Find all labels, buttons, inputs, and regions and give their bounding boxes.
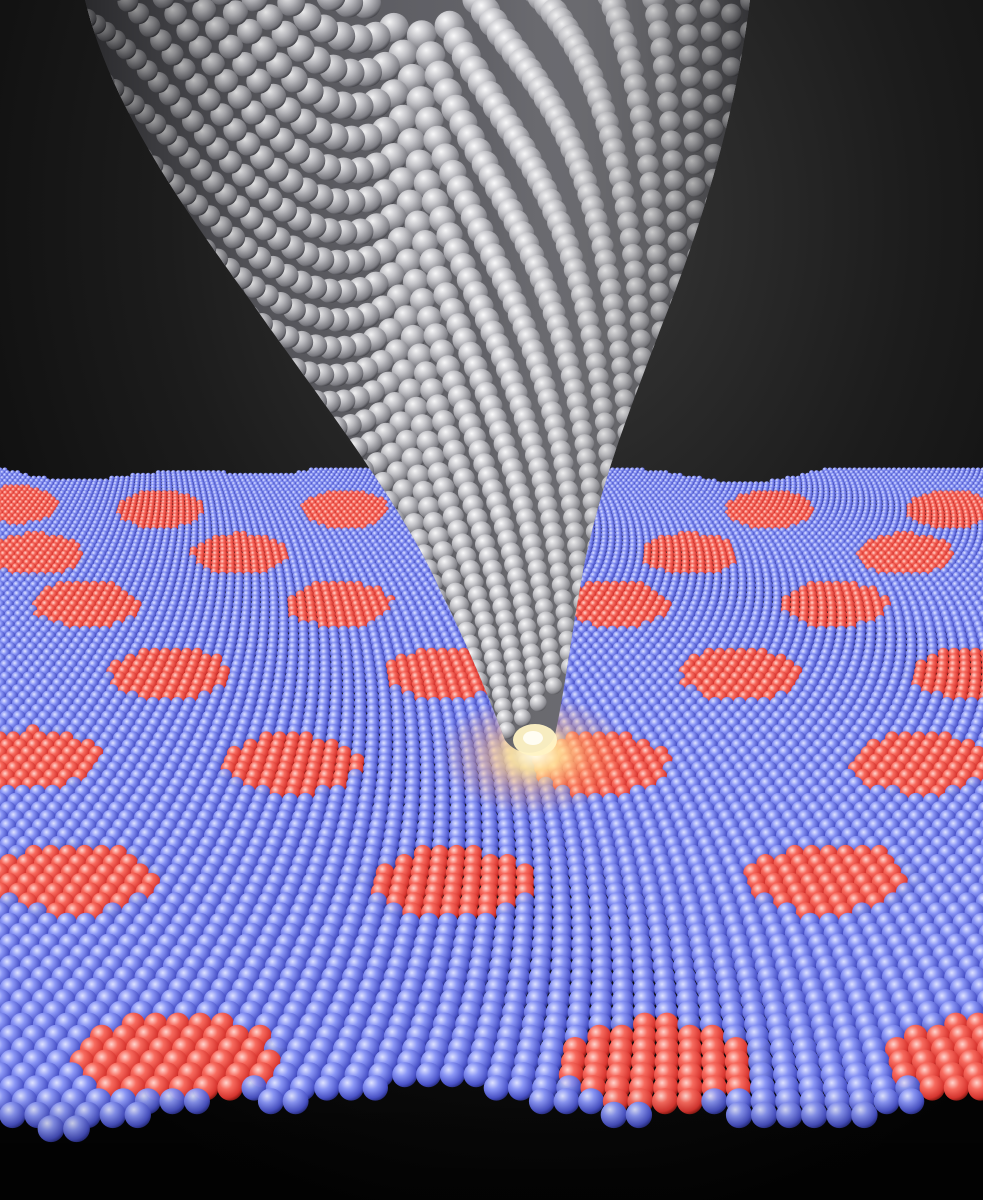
tip-apex-core xyxy=(523,731,543,745)
